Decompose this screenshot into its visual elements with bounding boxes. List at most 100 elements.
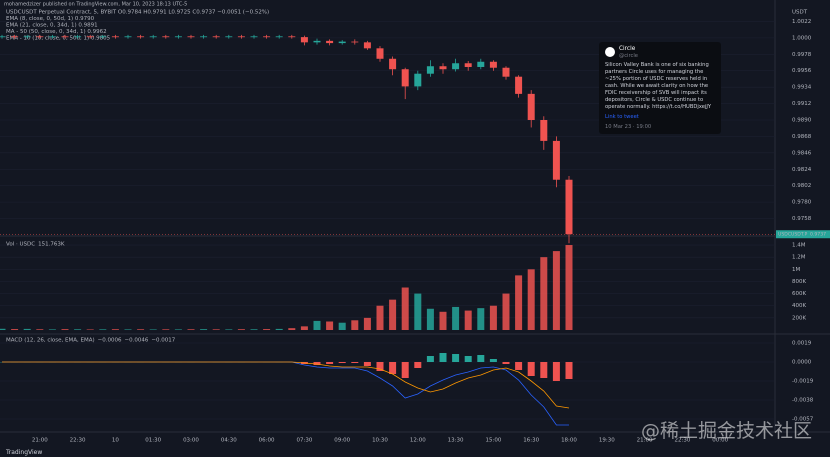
x-tick-label: 01:30 [145,438,161,444]
tweet-card: Circle @circle Silicon Valley Bank is on… [599,42,721,134]
candle-body [313,40,321,43]
tweet-link[interactable]: Link to tweet [605,114,639,120]
y-tick-label: 1M [792,267,800,273]
volume-bar [99,329,107,330]
histogram-bar [439,353,447,362]
y-tick-label: 0.9868 [792,134,812,140]
legend-entry: −0.0006 [98,338,122,344]
x-tick-label: 21:00 [637,438,653,444]
x-tick-label: 22:30 [674,438,690,444]
candle-body [300,37,308,43]
candle-body [326,40,334,44]
x-tick-label: 18:00 [561,438,577,444]
x-tick-label: 00:00 [712,438,728,444]
candle-body [502,67,510,77]
x-tick-label: 15:00 [485,438,501,444]
y-tick-label: -0.0038 [792,398,814,404]
x-tick-label: 06:00 [259,438,275,444]
y-tick-label: 1.0000 [792,35,812,41]
candle-body [36,36,44,38]
candle-body [212,36,220,38]
histogram-bar [565,362,573,379]
legend-entry: Vol · USDC [6,242,35,248]
y-tick-label: -0.0019 [792,379,814,385]
tweet-text: Silicon Valley Bank is one of six bankin… [605,62,712,111]
x-tick-label: 22:30 [70,438,86,444]
volume-bar [0,328,6,330]
y-tick-label: 0.9912 [792,101,811,107]
y-tick-label: 0.9978 [792,52,812,58]
y-tick-label: 200K [792,315,806,321]
volume-bar [300,326,308,330]
volume-bar [552,251,560,330]
volume-bar [162,329,170,330]
volume-bar [288,328,296,330]
x-tick-label: 03:00 [183,438,199,444]
candle-body [99,36,107,38]
legend-entry: USDCUSDT Perpetual Contract, 5, BYBIT O0… [6,10,269,16]
legend-entry: MACD (12, 26, close, EMA, EMA) [6,338,95,344]
volume-bar [439,311,447,330]
candle-body [363,42,371,49]
legend-entry: MA - 50 (50, close, 0, 34d, 1) 0.9962 [6,29,107,35]
candle-body [250,36,258,38]
x-tick-label: 16:30 [523,438,539,444]
histogram-bar [376,362,384,371]
legend-entry: −0.0046 [125,338,149,344]
candle-body [376,48,384,59]
y-tick-label: 0.9824 [792,167,812,173]
histogram-bar [313,362,321,365]
avatar [605,47,615,57]
volume-bar [149,329,157,330]
y-tick-label: 0.9934 [792,85,812,91]
tweet-handle: @circle [619,53,638,59]
tweet-date: 10 Mar 23 · 19:00 [605,124,652,130]
y-tick-label: 0.9846 [792,150,812,156]
candle-body [11,36,19,38]
volume-bar [36,329,44,330]
candle-body [489,61,497,68]
histogram-bar [527,362,535,376]
y-tick-label: 600K [792,291,806,297]
y-tick-label: 0.9802 [792,183,811,189]
candle-body [149,36,157,38]
volume-bar [363,317,371,330]
volume-bar [426,308,434,330]
candle-body [552,140,560,180]
y-tick-label: 0.9890 [792,118,812,124]
y-tick-label: 800K [792,279,806,285]
axis-title: USDT [792,10,808,16]
histogram-bar [452,354,460,362]
volume-bar [237,329,245,330]
volume-bar [48,329,56,330]
candle-body [187,36,195,38]
volume-bar [61,329,69,330]
histogram-bar [515,362,523,370]
histogram-bar [489,359,497,362]
candle-body [48,36,56,38]
histogram-bar [540,362,548,378]
volume-bar [124,329,132,330]
volume-bar [338,322,346,330]
candle-body [162,36,170,38]
volume-bar [414,293,422,330]
candle-body [464,63,472,67]
y-tick-label: 1.2M [792,255,806,261]
candle-body [426,66,434,74]
indicator-line [2,361,569,426]
y-tick-label: 0.9780 [792,200,812,206]
histogram-bar [426,356,434,362]
volume-bar [477,308,485,330]
y-tick-label: 0.9758 [792,216,812,222]
x-tick-label: 07:30 [296,438,312,444]
volume-bar [351,320,359,330]
y-tick-label: -0.0057 [792,417,814,423]
watermark: @稀土掘金技术社区 [640,420,812,442]
volume-bar [74,329,82,330]
y-tick-label: 400K [792,303,806,309]
candle-body [61,36,69,38]
histogram-bar [477,355,485,362]
volume-bar [515,275,523,330]
candle-body [86,36,94,38]
